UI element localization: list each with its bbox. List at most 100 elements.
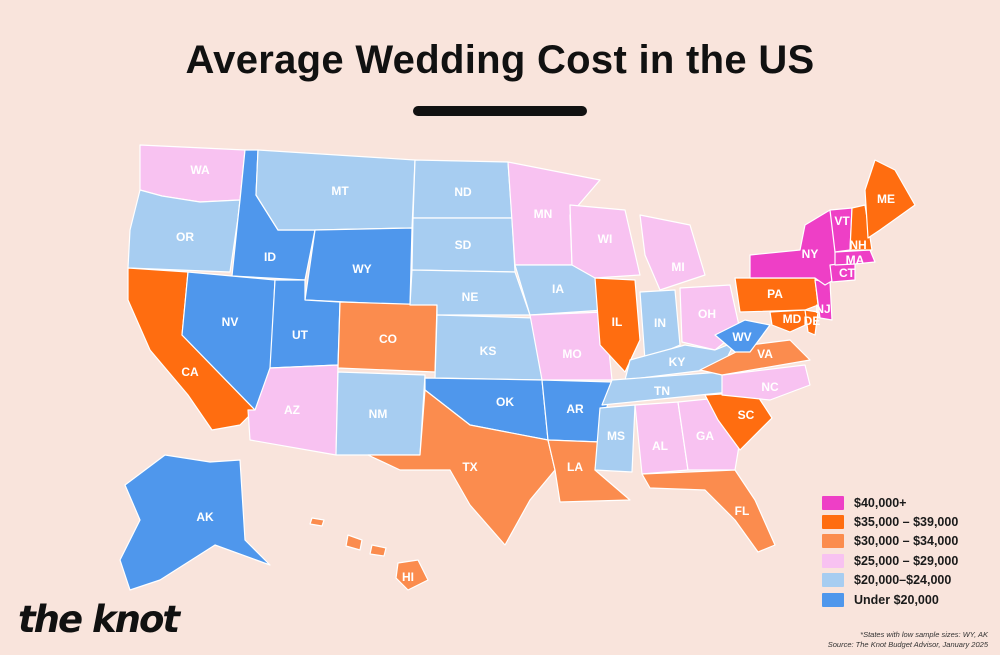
state-label-nj: NJ bbox=[815, 302, 830, 316]
state-label-ok: OK bbox=[496, 395, 514, 409]
state-or: OR bbox=[127, 189, 241, 273]
legend-item: $40,000+ bbox=[822, 493, 992, 512]
legend-label: $25,000 – $29,000 bbox=[854, 553, 959, 568]
state-label-tx: TX bbox=[462, 460, 477, 474]
state-label-ar: AR bbox=[566, 402, 584, 416]
legend-item: Under $20,000 bbox=[822, 590, 992, 609]
state-label-sc: SC bbox=[738, 408, 755, 422]
state-tx: TX bbox=[367, 389, 556, 546]
state-label-md: MD bbox=[783, 312, 802, 326]
state-mi: MI bbox=[639, 214, 706, 291]
state-ak: AK bbox=[119, 454, 271, 591]
state-label-nh: NH bbox=[849, 238, 866, 252]
state-shape-tx bbox=[367, 389, 556, 546]
state-label-ne: NE bbox=[462, 290, 479, 304]
legend-label: $20,000–$24,000 bbox=[854, 573, 952, 588]
state-shape-nc bbox=[721, 364, 811, 401]
legend-swatch bbox=[822, 495, 844, 510]
state-ma: MA bbox=[834, 249, 876, 267]
state-co: CO bbox=[337, 301, 438, 373]
state-shape-in bbox=[639, 289, 681, 361]
legend: $40,000+ $35,000 – $39,000 $30,000 – $34,0… bbox=[822, 493, 992, 609]
state-label-in: IN bbox=[654, 316, 666, 330]
state-label-oh: OH bbox=[698, 307, 716, 321]
title-underline bbox=[413, 106, 587, 116]
state-label-de: DE bbox=[804, 314, 821, 328]
state-label-vt: VT bbox=[834, 214, 850, 228]
footnote-sample-note: *States with low sample sizes: WY, AK bbox=[860, 630, 988, 639]
legend-swatch bbox=[822, 515, 844, 530]
state-mt: MT bbox=[255, 149, 416, 231]
legend-label: $35,000 – $39,000 bbox=[854, 515, 959, 530]
state-label-ut: UT bbox=[292, 328, 309, 342]
state-ct: CT bbox=[829, 261, 856, 283]
legend-label: Under $20,000 bbox=[854, 592, 939, 607]
footnote: *States with low sample sizes: WY, AK So… bbox=[828, 630, 988, 650]
state-label-la: LA bbox=[567, 460, 583, 474]
state-wi: WI bbox=[569, 204, 641, 279]
state-label-nm: NM bbox=[369, 407, 388, 421]
state-shape-de bbox=[804, 309, 819, 336]
state-label-va: VA bbox=[757, 347, 773, 361]
state-label-me: ME bbox=[877, 192, 895, 206]
state-ks: KS bbox=[434, 314, 543, 381]
state-shape-me bbox=[864, 159, 916, 239]
state-label-wi: WI bbox=[598, 232, 613, 246]
state-la: LA bbox=[547, 439, 631, 503]
state-wa: WA bbox=[139, 144, 246, 203]
state-shape-ms bbox=[594, 404, 636, 473]
state-label-sd: SD bbox=[455, 238, 472, 252]
state-label-ks: KS bbox=[480, 344, 497, 358]
state-label-ak: AK bbox=[196, 510, 214, 524]
state-label-ia: IA bbox=[552, 282, 564, 296]
state-pa: PA bbox=[734, 277, 819, 313]
state-in: IN bbox=[639, 289, 681, 361]
state-label-nv: NV bbox=[222, 315, 239, 329]
legend-item: $25,000 – $29,000 bbox=[822, 551, 992, 570]
state-label-ky: KY bbox=[669, 355, 686, 369]
state-nj: NJ bbox=[814, 279, 833, 321]
state-ms: MS bbox=[594, 404, 636, 473]
state-me: ME bbox=[864, 159, 916, 239]
state-label-ny: NY bbox=[802, 247, 819, 261]
the-knot-logo: the knot bbox=[18, 598, 180, 641]
state-hi: HI bbox=[309, 517, 429, 591]
state-label-al: AL bbox=[652, 439, 668, 453]
state-label-mi: MI bbox=[671, 260, 684, 274]
state-label-pa: PA bbox=[767, 287, 783, 301]
state-ia: IA bbox=[514, 264, 606, 316]
state-label-mo: MO bbox=[562, 347, 581, 361]
state-il: IL bbox=[594, 277, 641, 373]
state-shape-hi bbox=[309, 517, 429, 591]
state-label-mn: MN bbox=[534, 207, 553, 221]
state-sc: SC bbox=[704, 391, 773, 451]
state-sd: SD bbox=[411, 217, 516, 273]
state-label-co: CO bbox=[379, 332, 397, 346]
state-label-fl: FL bbox=[735, 504, 750, 518]
legend-swatch bbox=[822, 573, 844, 588]
state-shape-wv bbox=[714, 319, 771, 353]
state-nm: NM bbox=[335, 371, 426, 456]
legend-swatch bbox=[822, 534, 844, 549]
state-shape-il bbox=[594, 277, 641, 373]
state-label-or: OR bbox=[176, 230, 194, 244]
state-label-il: IL bbox=[612, 315, 623, 329]
state-label-ca: CA bbox=[181, 365, 199, 379]
state-label-wy: WY bbox=[352, 262, 371, 276]
state-label-hi: HI bbox=[402, 570, 414, 584]
state-label-wv: WV bbox=[732, 330, 751, 344]
legend-item: $30,000 – $34,000 bbox=[822, 532, 992, 551]
state-label-az: AZ bbox=[284, 403, 300, 417]
state-wy: WY bbox=[304, 227, 413, 306]
state-shape-ny bbox=[749, 209, 843, 286]
state-shape-ak bbox=[119, 454, 271, 591]
state-mn: MN bbox=[507, 161, 601, 266]
state-label-ms: MS bbox=[607, 429, 625, 443]
state-label-ct: CT bbox=[839, 266, 856, 280]
state-wv: WV bbox=[714, 319, 771, 353]
state-label-tn: TN bbox=[654, 384, 670, 398]
legend-label: $40,000+ bbox=[854, 495, 907, 510]
legend-swatch bbox=[822, 553, 844, 568]
state-label-id: ID bbox=[264, 250, 276, 264]
footnote-source: Source: The Knot Budget Advisor, January… bbox=[827, 640, 988, 649]
